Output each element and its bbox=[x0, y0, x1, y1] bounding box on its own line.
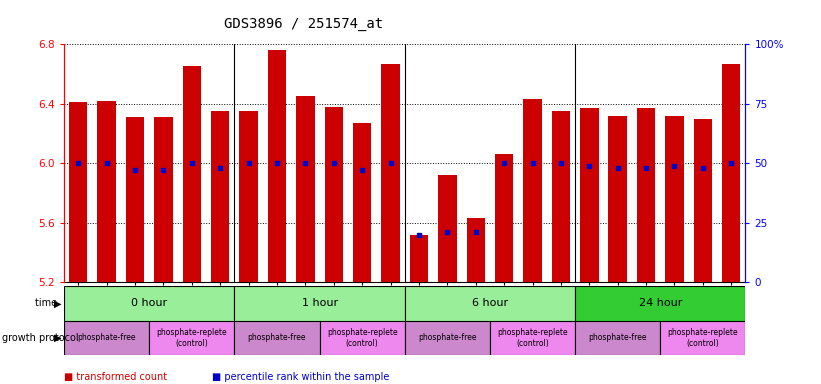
Bar bbox=[211, 111, 229, 282]
Bar bbox=[495, 154, 513, 282]
Bar bbox=[490, 321, 575, 355]
Bar bbox=[637, 108, 655, 282]
Text: time: time bbox=[34, 298, 60, 308]
Bar bbox=[154, 117, 172, 282]
Bar bbox=[98, 101, 116, 282]
Bar bbox=[182, 66, 201, 282]
Bar bbox=[438, 175, 456, 282]
Text: 0 hour: 0 hour bbox=[131, 298, 167, 308]
Bar bbox=[64, 321, 149, 355]
Bar bbox=[149, 321, 235, 355]
Text: phosphate-replete
(control): phosphate-replete (control) bbox=[667, 328, 738, 348]
Bar bbox=[466, 218, 485, 282]
Bar bbox=[64, 286, 235, 321]
Bar bbox=[235, 321, 319, 355]
Text: ■ percentile rank within the sample: ■ percentile rank within the sample bbox=[212, 372, 389, 382]
Bar bbox=[405, 321, 490, 355]
Bar bbox=[552, 111, 570, 282]
Bar bbox=[575, 286, 745, 321]
Text: 1 hour: 1 hour bbox=[301, 298, 337, 308]
Text: phosphate-replete
(control): phosphate-replete (control) bbox=[157, 328, 227, 348]
Text: GDS3896 / 251574_at: GDS3896 / 251574_at bbox=[224, 17, 383, 31]
Bar bbox=[722, 63, 741, 282]
Text: phosphate-free: phosphate-free bbox=[248, 333, 306, 343]
Text: phosphate-free: phosphate-free bbox=[418, 333, 477, 343]
Text: phosphate-free: phosphate-free bbox=[589, 333, 647, 343]
Bar bbox=[296, 96, 314, 282]
Bar bbox=[575, 321, 660, 355]
Bar bbox=[240, 111, 258, 282]
Bar bbox=[353, 123, 371, 282]
Bar bbox=[69, 102, 88, 282]
Bar bbox=[405, 286, 575, 321]
Bar bbox=[126, 117, 144, 282]
Text: ■ transformed count: ■ transformed count bbox=[64, 372, 167, 382]
Bar bbox=[580, 108, 599, 282]
Text: 6 hour: 6 hour bbox=[472, 298, 508, 308]
Bar bbox=[665, 116, 684, 282]
Bar bbox=[381, 63, 400, 282]
Text: phosphate-free: phosphate-free bbox=[77, 333, 136, 343]
Text: phosphate-replete
(control): phosphate-replete (control) bbox=[498, 328, 568, 348]
Text: phosphate-replete
(control): phosphate-replete (control) bbox=[327, 328, 397, 348]
Bar bbox=[608, 116, 627, 282]
Text: ▶: ▶ bbox=[54, 298, 62, 308]
Bar bbox=[523, 99, 542, 282]
Bar bbox=[319, 321, 405, 355]
Text: growth protocol: growth protocol bbox=[2, 333, 81, 343]
Bar bbox=[235, 286, 405, 321]
Text: 24 hour: 24 hour bbox=[639, 298, 682, 308]
Bar bbox=[694, 119, 712, 282]
Bar bbox=[660, 321, 745, 355]
Bar bbox=[410, 235, 429, 282]
Bar bbox=[324, 107, 343, 282]
Bar bbox=[268, 50, 287, 282]
Text: ▶: ▶ bbox=[54, 333, 62, 343]
